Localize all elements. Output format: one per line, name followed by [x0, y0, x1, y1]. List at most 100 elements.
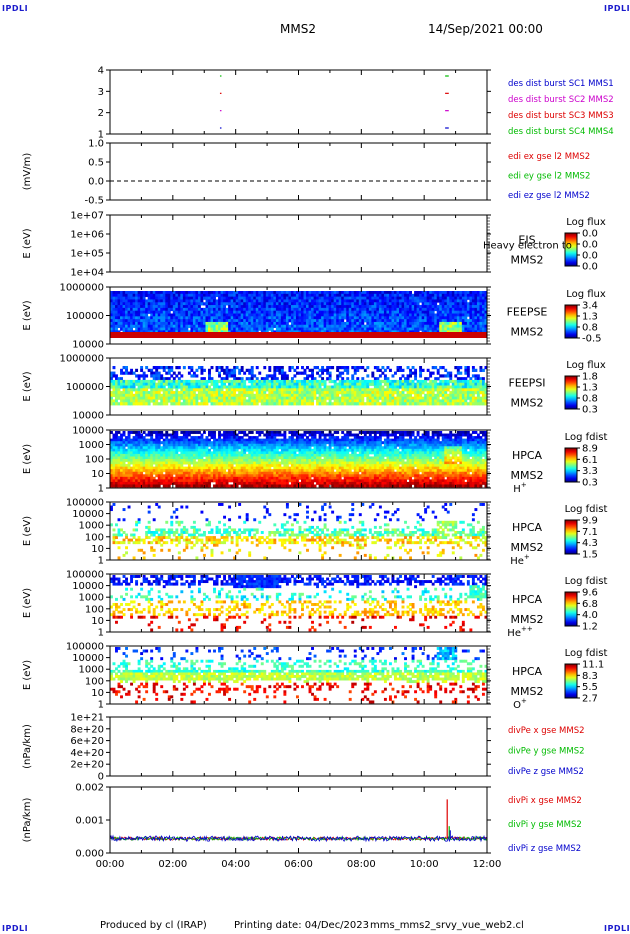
panel-feepse-cell	[215, 307, 219, 312]
panel-feepsi-cell	[439, 399, 443, 403]
panel-feepse-cell	[172, 307, 176, 312]
panel-hpca_h-cell	[165, 431, 169, 434]
panel-feepsi-cell	[479, 399, 483, 403]
panel-feepse-cell	[406, 305, 410, 309]
panel-feepsi-cell	[208, 385, 211, 389]
panel-feepse-cell	[132, 321, 136, 326]
panel-feepsi-cell	[336, 368, 340, 372]
panel-feepsi-cell	[404, 379, 407, 384]
panel-feepse-cell	[466, 330, 470, 334]
panel-feepse-cell	[378, 291, 382, 295]
panel-hpca_h-cell	[115, 479, 118, 483]
panel-feepse-cell	[125, 305, 128, 309]
panel-feepsi-cell	[388, 388, 392, 392]
panel-feepse-cell	[394, 319, 397, 323]
panel-feepsi-cell	[205, 402, 209, 406]
panel-hpca_h-cell	[177, 448, 181, 452]
panel-feepsi-cell	[431, 379, 435, 384]
panel-feepse-cell	[213, 291, 216, 295]
panel-hpca_h-cell	[140, 476, 144, 480]
panel-feepsi-cell	[444, 374, 448, 378]
panel-feepse-cell	[459, 293, 463, 298]
panel-feepse-cell	[316, 316, 320, 320]
panel-hpca_h-cell	[155, 484, 159, 488]
panel-feepse-cell	[135, 302, 139, 306]
panel-feepse-cell	[258, 299, 262, 303]
panel-feepsi-cell	[145, 393, 149, 398]
panel-feepse-cell	[110, 319, 113, 323]
panel-feepsi-cell	[343, 368, 347, 372]
panel-feepse-cell	[353, 299, 357, 303]
panel-feepsi-cell	[190, 402, 194, 406]
panel-feepse-cell	[155, 319, 159, 323]
panel-feepse-cell	[356, 291, 360, 295]
panel-feepsi-cell	[112, 393, 116, 398]
panel-feepsi-cell	[197, 391, 201, 395]
panel-feepse-cell	[150, 305, 154, 309]
panel-feepse-cell	[245, 296, 249, 300]
panel-feepse-cell	[351, 310, 355, 314]
panel-feepsi-cell	[248, 396, 252, 400]
panel-feepsi-cell	[406, 396, 410, 400]
panel-hpca_h-cell	[185, 481, 189, 485]
panel-feepse-cell	[182, 310, 186, 314]
panel-feepsi-cell	[182, 391, 186, 395]
panel-feepse-cell	[419, 296, 423, 300]
panel-feepse-cell	[152, 313, 156, 317]
panel-feepse-cell	[436, 316, 440, 320]
panel-hpca_h-cell	[142, 476, 146, 480]
panel-feepsi-cell	[323, 393, 327, 398]
panel-feepse-cell	[436, 296, 440, 300]
panel-feepsi-cell	[167, 382, 171, 386]
panel-feepsi-cell	[210, 393, 214, 398]
panel-hpca_h-cell	[182, 481, 186, 485]
panel-feepsi-cell	[308, 391, 312, 395]
panel-feepse-cell	[474, 310, 478, 314]
panel-feepsi-cell	[215, 368, 219, 372]
panel-feepse-cell	[471, 330, 475, 334]
panel-feepse-cell	[170, 327, 174, 331]
panel-feepse-cell	[275, 307, 279, 312]
panel-feepsi-cell	[371, 402, 375, 406]
panel-feepsi-cell	[373, 399, 377, 403]
panel-feepsi-cell	[175, 399, 179, 403]
panel-feepse-cell	[373, 291, 377, 295]
panel-feepsi-cell	[424, 382, 428, 386]
panel-feepse-cell	[316, 310, 320, 314]
panel-feepsi-cell	[341, 385, 345, 389]
panel-hpca_h-cell	[180, 464, 184, 468]
panel-feepse-cell	[479, 319, 483, 323]
panel-feepsi-cell	[409, 382, 412, 386]
panel-feepsi-cell	[456, 377, 460, 381]
panel-feepsi-cell	[228, 391, 232, 395]
panel-hpca_h-cell	[130, 459, 134, 462]
panel-feepsi-cell	[238, 396, 242, 400]
panel-feepsi-cell	[481, 402, 485, 406]
panel-feepse-cell	[190, 302, 194, 306]
panel-feepse-cell	[160, 307, 164, 312]
panel-feepse-cell	[469, 299, 473, 303]
panel-feepsi-cell	[444, 379, 448, 384]
panel-feepse-cell	[381, 327, 385, 331]
panel-feepse-cell	[238, 313, 242, 317]
panel-hpca_h-cell	[132, 438, 136, 442]
panel-feepse-cell	[388, 321, 392, 326]
panel-feepsi-cell	[383, 374, 387, 378]
panel-feepsi-cell	[446, 374, 450, 378]
panel-feepse-cell	[316, 327, 320, 331]
panel-feepse-cell	[157, 330, 161, 334]
panel-feepse-cell	[125, 327, 128, 331]
panel-feepsi-cell	[165, 391, 169, 395]
panel-feepse-cell	[220, 291, 224, 295]
panel-feepse-cell	[197, 302, 201, 306]
panel-feepse-cell	[117, 296, 121, 300]
panel-hpca_h-cell	[132, 453, 136, 457]
panel-feepsi-cell	[391, 402, 395, 406]
panel-feepsi-cell	[306, 366, 309, 370]
panel-hpca_h-cell	[132, 469, 136, 473]
panel-feepse-cell	[205, 302, 209, 306]
panel-feepsi-cell	[376, 377, 380, 381]
panel-feepsi-cell	[190, 366, 194, 370]
panel-feepsi-cell	[152, 366, 156, 370]
panel-feepsi-cell	[466, 366, 470, 370]
